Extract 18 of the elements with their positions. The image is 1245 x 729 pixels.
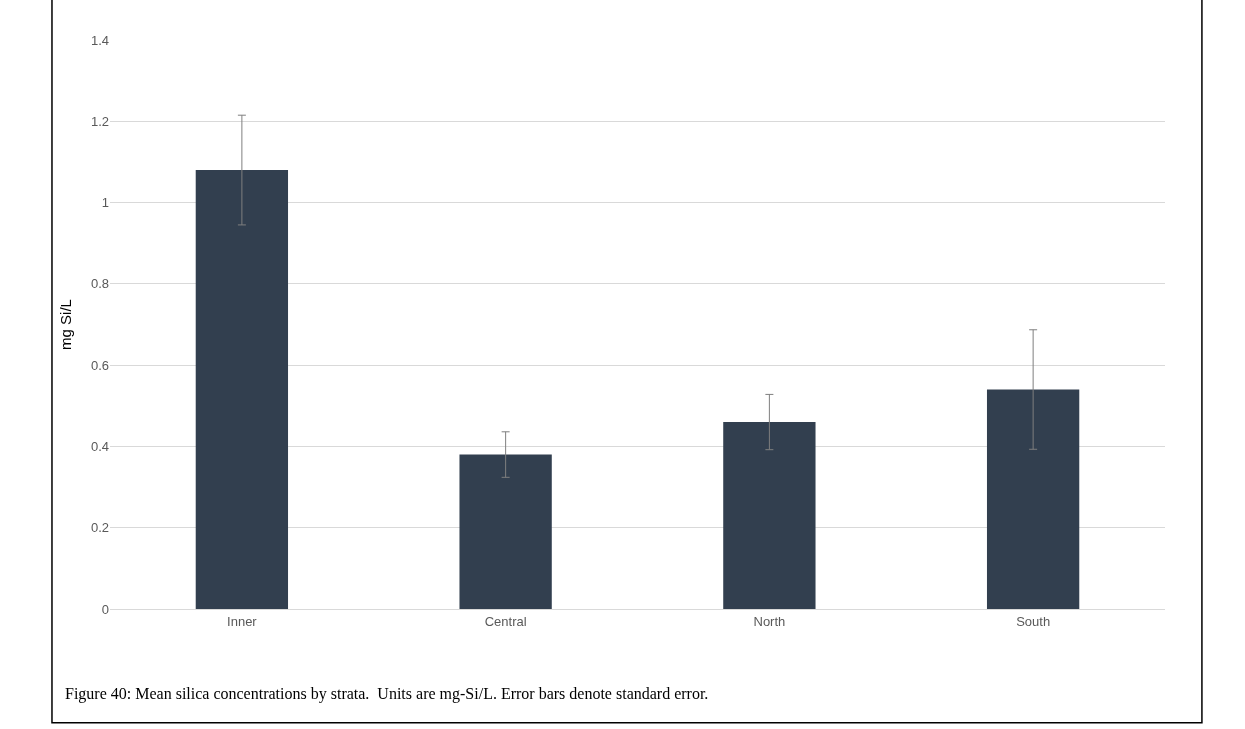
bar xyxy=(195,170,289,609)
y-axis-title: mg Si/L xyxy=(57,299,75,350)
y-tick-label: 0.4 xyxy=(90,438,109,454)
x-tick-label: South xyxy=(1016,613,1051,629)
caption: Figure 40: Mean silica concentrations by strata. Units are mg-Si/L. Error bars denote standard error. xyxy=(65,685,709,703)
y-tick-label: 1 xyxy=(101,195,109,211)
bar xyxy=(723,422,816,609)
x-tick-label: Central xyxy=(484,613,527,629)
y-tick-label: 0.2 xyxy=(90,520,109,536)
y-tick-label: 0 xyxy=(101,601,109,617)
x-tick-label: Inner xyxy=(227,613,258,629)
y-tick-label: 0.8 xyxy=(90,276,109,292)
bar xyxy=(986,389,1080,609)
y-tick-label: 1.2 xyxy=(90,113,109,129)
y-tick-label: 0.6 xyxy=(90,357,109,373)
y-tick-label: 1.4 xyxy=(90,32,109,48)
x-tick-label: North xyxy=(753,613,786,629)
bar xyxy=(459,454,552,609)
